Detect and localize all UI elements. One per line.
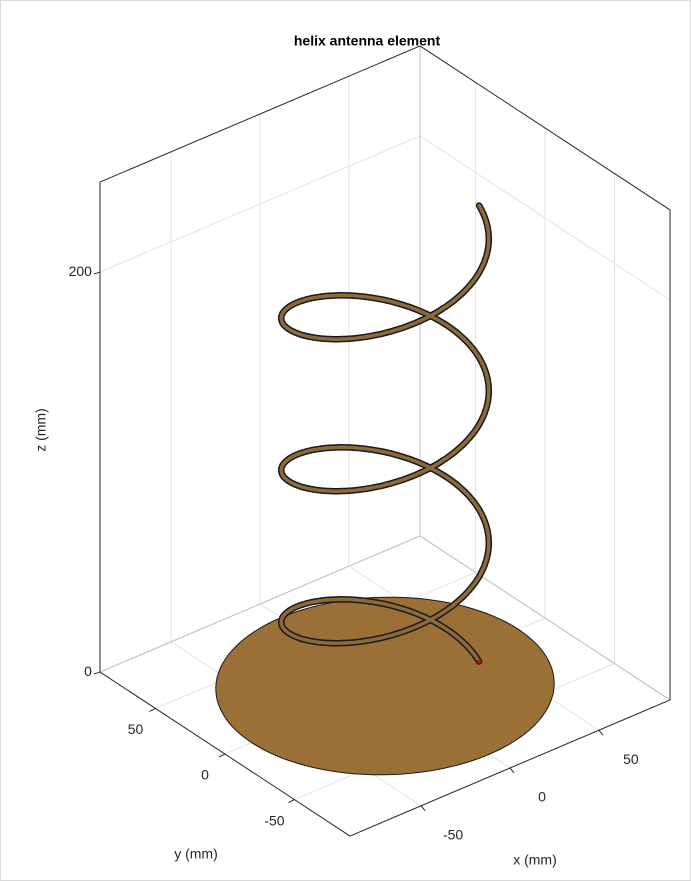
x-axis-label: x (mm)	[513, 852, 557, 868]
chart: helix antenna element x (mm) y (mm) z (m…	[0, 0, 691, 881]
z-axis-label: z (mm)	[33, 408, 49, 452]
y-tick-label: 50	[128, 721, 144, 737]
y-tick-label: 0	[201, 767, 209, 783]
z-tick-label: 200	[69, 263, 93, 279]
x-tick-label: 50	[623, 751, 639, 767]
x-tick-label: 0	[538, 789, 546, 805]
y-tick-label: -50	[264, 812, 284, 828]
page: {"chart_data": {"type": "helix3d", "titl…	[0, 0, 691, 881]
x-tick-label: -50	[443, 826, 463, 842]
z-tick-label: 0	[84, 663, 92, 679]
y-axis-label: y (mm)	[174, 846, 218, 862]
feed-point	[477, 660, 481, 664]
